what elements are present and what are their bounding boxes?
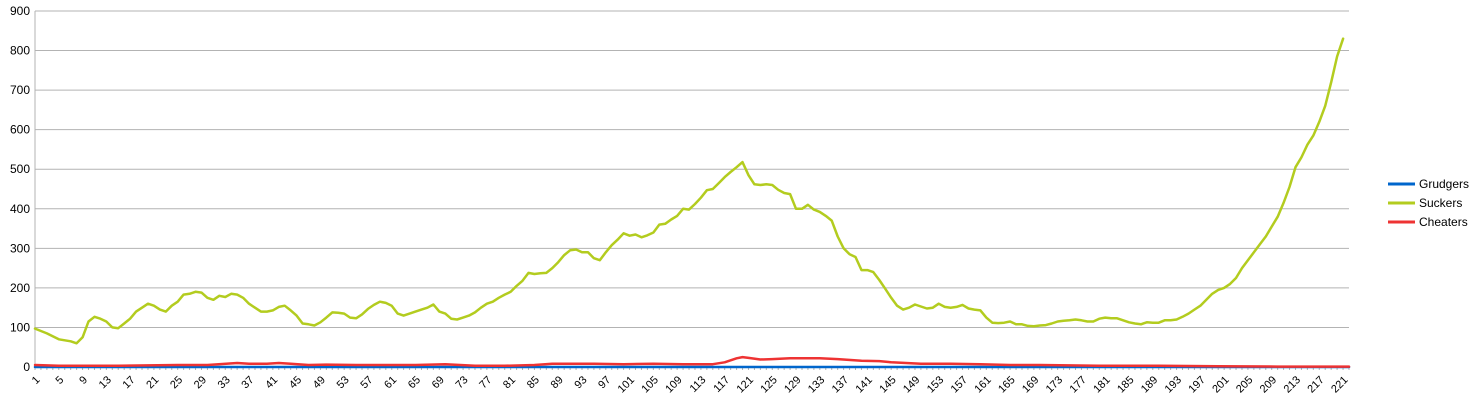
legend-label: Suckers xyxy=(1419,196,1462,210)
x-tick-label: 153 xyxy=(925,374,946,395)
x-tick-label: 1 xyxy=(30,374,43,387)
x-tick-label: 13 xyxy=(97,374,114,391)
x-tick-label: 213 xyxy=(1282,374,1303,395)
y-tick-label: 100 xyxy=(10,320,30,334)
x-tick-label: 149 xyxy=(901,374,922,395)
x-tick-label: 189 xyxy=(1139,374,1160,395)
x-tick-label: 33 xyxy=(216,374,233,391)
x-tick-label: 193 xyxy=(1163,374,1184,395)
axes xyxy=(34,11,1350,370)
x-tick-label: 205 xyxy=(1234,374,1255,395)
x-tick-label: 133 xyxy=(806,374,827,395)
x-tick-label: 201 xyxy=(1210,374,1231,395)
x-tick-labels: 1 5 9 13 17 21 25 29 33 37 41 45 49 53 57 61 65 69 73 77 81 8… xyxy=(30,374,1351,395)
y-tick-labels: 0 100 200 300 400 500 600 700 800 900 xyxy=(10,4,30,374)
y-tick-label: 800 xyxy=(10,44,30,58)
x-tick-label: 9 xyxy=(77,374,90,387)
x-tick-label: 109 xyxy=(663,374,684,395)
x-tick-label: 61 xyxy=(382,374,399,391)
y-tick-label: 200 xyxy=(10,281,30,295)
series-lines xyxy=(33,37,1351,369)
x-tick-label: 45 xyxy=(287,374,304,391)
x-tick-label: 121 xyxy=(735,374,756,395)
x-tick-label: 97 xyxy=(596,374,613,391)
y-tick-label: 900 xyxy=(10,4,30,18)
x-tick-label: 65 xyxy=(406,374,423,391)
x-tick-label: 197 xyxy=(1186,374,1207,395)
x-tick-label: 49 xyxy=(311,374,328,391)
x-tick-label: 69 xyxy=(430,374,447,391)
y-tick-label: 500 xyxy=(10,162,30,176)
x-tick-label: 181 xyxy=(1091,374,1112,395)
gridlines xyxy=(35,10,1349,368)
x-tick-label: 73 xyxy=(454,374,471,391)
x-tick-label: 105 xyxy=(639,374,660,395)
legend-item-suckers: Suckers xyxy=(1388,196,1462,210)
x-tick-label: 177 xyxy=(1068,374,1089,395)
x-tick-label: 81 xyxy=(501,374,518,391)
legend-label: Cheaters xyxy=(1419,215,1468,229)
y-tick-label: 0 xyxy=(23,360,30,374)
legend-item-grudgers: Grudgers xyxy=(1388,177,1469,191)
x-tick-label: 21 xyxy=(144,374,161,391)
legend: Grudgers Suckers Cheaters xyxy=(1388,177,1469,229)
legend-item-cheaters: Cheaters xyxy=(1388,215,1468,229)
y-tick-label: 700 xyxy=(10,83,30,97)
y-tick-label: 600 xyxy=(10,123,30,137)
x-tick-label: 161 xyxy=(972,374,993,395)
x-tick-label: 145 xyxy=(877,374,898,395)
x-tick-label: 117 xyxy=(711,374,732,395)
x-tick-label: 169 xyxy=(1020,374,1041,395)
x-tick-label: 185 xyxy=(1115,374,1136,395)
x-tick-label: 37 xyxy=(239,374,256,391)
x-tick-label: 157 xyxy=(949,374,970,395)
x-tick-label: 137 xyxy=(830,374,851,395)
x-tick-label: 29 xyxy=(192,374,209,391)
x-tick-label: 125 xyxy=(758,374,779,395)
x-tick-label: 93 xyxy=(572,374,589,391)
x-tick-label: 41 xyxy=(263,374,280,391)
x-tick-label: 89 xyxy=(549,374,566,391)
series-line-suckers xyxy=(33,37,1345,345)
x-tick-label: 25 xyxy=(168,374,185,391)
x-tick-label: 165 xyxy=(996,374,1017,395)
y-tick-label: 300 xyxy=(10,241,30,255)
x-tick-label: 209 xyxy=(1258,374,1279,395)
x-tick-label: 85 xyxy=(525,374,542,391)
y-tick-label: 400 xyxy=(10,202,30,216)
legend-label: Grudgers xyxy=(1419,177,1469,191)
x-tick-label: 53 xyxy=(335,374,352,391)
x-tick-label: 101 xyxy=(616,374,637,395)
x-tick-label: 217 xyxy=(1305,374,1326,395)
x-tick-label: 113 xyxy=(688,374,709,395)
x-tick-label: 221 xyxy=(1329,374,1350,395)
series-line-cheaters xyxy=(33,355,1351,368)
x-tick-label: 173 xyxy=(1044,374,1065,395)
x-tick-label: 5 xyxy=(54,374,67,387)
x-tick-label: 57 xyxy=(358,374,375,391)
x-tick-label: 77 xyxy=(477,374,494,391)
x-tick-label: 17 xyxy=(121,374,138,391)
x-tick-label: 129 xyxy=(782,374,803,395)
x-tick-label: 141 xyxy=(853,374,874,395)
